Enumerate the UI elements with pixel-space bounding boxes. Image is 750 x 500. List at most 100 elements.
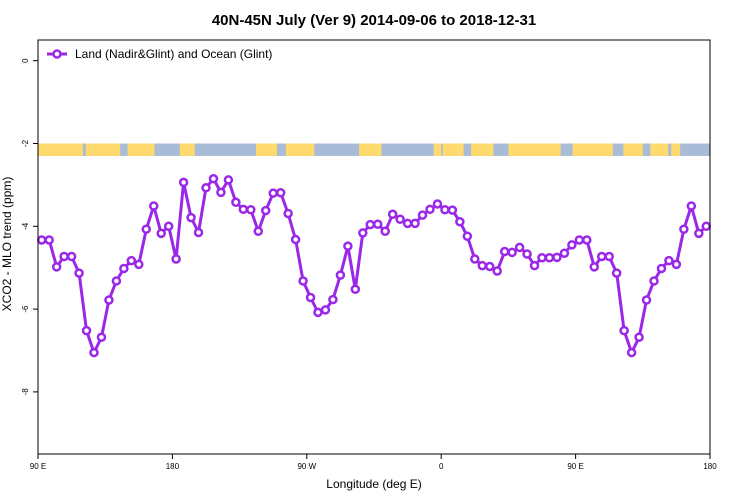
data-point <box>231 197 241 208</box>
data-point <box>238 204 249 215</box>
data-point <box>126 255 137 266</box>
data-point <box>634 332 644 343</box>
data-point <box>447 205 458 215</box>
data-point <box>350 284 361 294</box>
data-point <box>313 307 323 318</box>
y-tick-label: -4 <box>21 222 30 230</box>
data-point <box>582 235 592 245</box>
data-point <box>290 234 301 245</box>
data-point <box>455 216 465 227</box>
data-point <box>671 259 682 270</box>
data-point <box>216 187 226 198</box>
data-point <box>141 224 152 234</box>
data-point <box>163 221 174 232</box>
data-point <box>425 204 435 215</box>
x-tick-label: 90 E <box>567 462 583 471</box>
data-point <box>462 231 473 241</box>
legend-label: Land (Nadir&Glint) and Ocean (Glint) <box>75 47 272 61</box>
data-point <box>604 251 614 262</box>
strip-land-segment <box>442 143 464 156</box>
data-point <box>492 266 502 276</box>
data-point <box>343 241 353 251</box>
data-point <box>104 295 114 305</box>
data-point <box>171 254 181 264</box>
x-tick-label: 0 <box>439 462 444 471</box>
plot-frame <box>37 39 711 455</box>
data-point <box>365 219 376 230</box>
strip-land-segment <box>623 143 643 156</box>
data-point <box>193 227 204 238</box>
y-tick-label: -6 <box>21 305 30 313</box>
x-tick-label: 90 W <box>297 462 316 471</box>
data-point <box>44 235 54 245</box>
data-point <box>544 253 555 263</box>
axes: 90 E 180 90 W 0 90 E 180 0 -2 -4 -6 -8 <box>21 58 717 471</box>
strip-land-segment <box>359 143 382 156</box>
strip-land-segment <box>650 143 669 156</box>
y-tick-label: 0 <box>21 58 30 63</box>
data-point <box>507 247 517 258</box>
data-point <box>387 209 398 220</box>
data-point <box>529 260 540 271</box>
data-point <box>66 251 77 262</box>
data-point <box>59 251 69 262</box>
data-point <box>81 325 92 336</box>
strip-land-segment <box>179 143 195 156</box>
data-point <box>223 175 234 185</box>
data-point <box>649 276 659 286</box>
data-point <box>358 228 368 238</box>
strip-land-segment <box>85 143 121 156</box>
data-point <box>246 204 256 215</box>
y-axis-title: XCO2 - MLO trend (ppm) <box>0 177 14 312</box>
data-point <box>484 261 495 272</box>
data-point <box>611 268 622 278</box>
data-point <box>514 242 525 253</box>
data-point <box>522 249 532 259</box>
data-point <box>440 204 450 215</box>
strip-land-segment <box>285 143 315 156</box>
data-point <box>574 235 585 245</box>
data-point <box>417 210 428 220</box>
strip-land-segment <box>671 143 681 156</box>
data-point <box>589 262 600 272</box>
strip-land-segment <box>471 143 494 156</box>
data-point <box>328 294 338 305</box>
strip-land-segment <box>572 143 613 156</box>
strip-land-segment <box>127 143 155 156</box>
data-point <box>596 251 607 262</box>
data-point <box>186 212 196 223</box>
data-point <box>402 218 413 229</box>
data-point <box>201 183 211 193</box>
strip-land-segment <box>256 143 277 156</box>
data-point <box>111 276 122 286</box>
chart-title: 40N-45N July (Ver 9) 2014-09-06 to 2018-… <box>212 12 536 29</box>
data-point <box>74 268 84 278</box>
x-tick-label: 90 E <box>30 462 46 471</box>
data-point <box>134 259 144 270</box>
data-point <box>686 201 697 211</box>
data-point <box>537 253 547 263</box>
land-ocean-strip <box>38 143 710 156</box>
x-tick-label: 180 <box>166 462 180 471</box>
data-point <box>253 226 264 237</box>
y-tick-label: -8 <box>21 388 30 396</box>
data-point <box>499 246 510 257</box>
y-tick-label: -2 <box>21 139 30 147</box>
strip-land-segment <box>508 143 561 156</box>
legend: Land (Nadir&Glint) and Ocean (Glint) <box>47 47 272 61</box>
data-point <box>664 255 674 266</box>
data-point <box>567 240 577 250</box>
data-point <box>298 276 308 286</box>
data-point <box>701 221 712 232</box>
data-point <box>641 295 652 305</box>
data-point <box>89 347 99 358</box>
data-point <box>305 292 316 303</box>
data-point <box>552 252 562 263</box>
data-point <box>619 325 629 336</box>
data-point <box>694 228 704 239</box>
data-point <box>432 199 443 209</box>
data-point <box>260 205 271 216</box>
data-point <box>410 218 420 229</box>
x-axis-title: Longitude (deg E) <box>326 477 421 491</box>
